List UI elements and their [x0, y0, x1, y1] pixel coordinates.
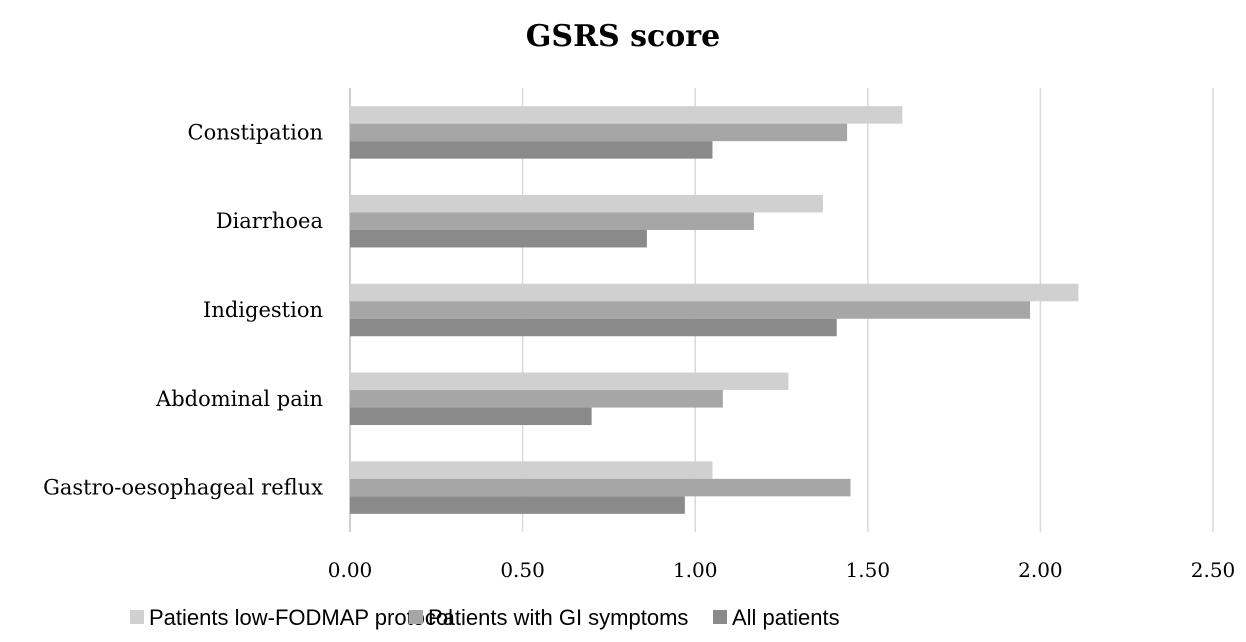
category-label: Diarrhoea	[216, 209, 323, 233]
legend-label: All patients	[732, 605, 840, 630]
bar	[350, 106, 903, 124]
x-tick-label: 1.50	[846, 558, 891, 582]
x-tick-label: 0.50	[500, 558, 545, 582]
legend-swatch	[409, 610, 423, 624]
chart-title: GSRS score	[526, 19, 720, 54]
category-labels: Constipation Diarrhoea Indigestion Abdomina…	[43, 120, 323, 499]
legend-label: Patients low-FODMAP protocol	[149, 605, 453, 630]
x-tick-label: 2.00	[1018, 558, 1063, 582]
x-tick-labels: 0.00 0.50 1.00 1.50 2.00 2.50	[328, 558, 1236, 582]
category-label: Gastro-oesophageal reflux	[43, 476, 323, 500]
bar	[350, 229, 647, 248]
bar	[350, 194, 823, 213]
bar	[350, 301, 1031, 319]
bar	[350, 390, 723, 408]
x-tick-label: 1.00	[673, 558, 718, 582]
bar	[350, 283, 1079, 302]
legend-swatch	[130, 610, 144, 624]
bars	[350, 106, 1079, 514]
category-label: Abdominal pain	[155, 387, 323, 411]
bar	[350, 407, 592, 426]
bar	[350, 496, 685, 514]
bar	[350, 478, 851, 497]
bar	[350, 461, 713, 479]
x-tick-label: 2.50	[1191, 558, 1236, 582]
bar	[350, 212, 754, 230]
bar	[350, 123, 848, 142]
bar	[350, 318, 837, 337]
category-label: Indigestion	[203, 298, 323, 322]
x-tick-label: 0.00	[328, 558, 373, 582]
legend-label: Patients with GI symptoms	[428, 605, 688, 630]
bar	[350, 141, 713, 159]
bar	[350, 372, 789, 391]
legend-swatch	[713, 610, 727, 624]
category-label: Constipation	[188, 120, 323, 144]
